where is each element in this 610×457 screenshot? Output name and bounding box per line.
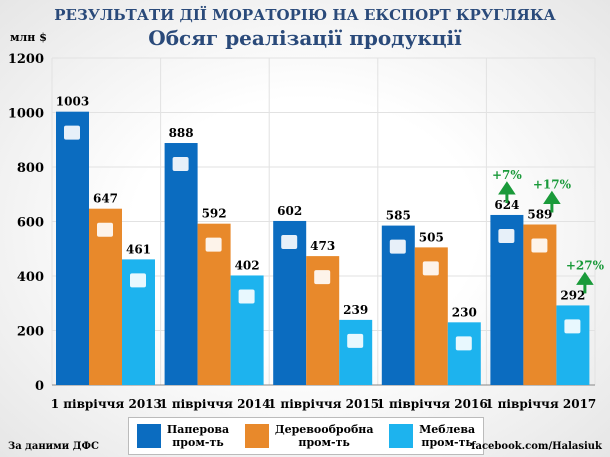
saw-icon — [531, 238, 548, 253]
table-icon — [389, 424, 414, 448]
legend-label: Паперова — [166, 423, 230, 436]
x-tick-label: 1 півріччя 2016 — [377, 397, 488, 411]
y-axis-label: млн $ — [10, 31, 47, 44]
chart-subtitle: Обсяг реалізації продукції — [148, 26, 462, 50]
up-arrow-icon — [498, 181, 516, 203]
book-icon — [172, 157, 189, 172]
table-icon — [238, 289, 255, 304]
bar — [164, 143, 198, 385]
table-icon — [564, 319, 581, 334]
data-label: 602 — [277, 204, 302, 218]
data-label: 402 — [235, 258, 260, 272]
data-label: 239 — [343, 303, 368, 317]
bar — [339, 319, 373, 385]
table-icon — [455, 336, 472, 351]
chart-title: РЕЗУЛЬТАТИ ДІЇ МОРАТОРІЮ НА ЕКСПОРТ КРУГ… — [54, 6, 556, 24]
x-tick-label: 1 півріччя 2014 — [159, 397, 270, 411]
book-icon — [64, 125, 80, 140]
y-tick-label: 1000 — [8, 107, 44, 122]
data-label: 888 — [169, 126, 194, 140]
book-icon — [498, 228, 515, 243]
source-note: За даними ДФС — [8, 441, 99, 452]
x-tick-label: 1 півріччя 2017 — [485, 397, 596, 411]
data-label: 292 — [560, 288, 585, 302]
bar — [447, 322, 481, 385]
bar — [490, 214, 524, 385]
growth-label: +17% — [533, 177, 572, 191]
bar — [56, 111, 89, 386]
y-tick-label: 800 — [17, 161, 44, 176]
legend-item-paper: Паперова пром-ть — [136, 423, 230, 449]
legend-label: пром-ть — [421, 436, 473, 449]
table-icon — [347, 333, 364, 348]
data-label: 624 — [494, 198, 519, 212]
growth-label: +7% — [492, 168, 522, 182]
saw-icon — [422, 261, 439, 276]
legend-label: пром-ть — [298, 436, 350, 449]
data-label: 1003 — [56, 95, 89, 109]
saw-icon — [97, 222, 113, 237]
legend: Паперова пром-ть Деревообробна пром-ть Меб… — [128, 417, 484, 455]
book-icon — [389, 239, 406, 254]
legend-label: пром-ть — [172, 436, 224, 449]
bar — [556, 305, 590, 385]
data-label: 585 — [386, 209, 411, 223]
book-icon — [136, 424, 161, 448]
legend-label: Меблева — [419, 423, 476, 436]
book-icon — [281, 234, 298, 249]
data-label: 592 — [202, 207, 227, 221]
legend-item-furniture: Меблева пром-ть — [389, 423, 475, 449]
data-label: 505 — [419, 230, 444, 244]
data-label: 473 — [310, 239, 335, 253]
data-label: 230 — [452, 305, 477, 319]
bar — [89, 208, 122, 385]
data-label: 589 — [527, 207, 552, 221]
table-icon — [130, 273, 146, 288]
y-tick-label: 400 — [17, 270, 44, 285]
saw-icon — [205, 237, 222, 252]
y-tick-label: 600 — [17, 216, 44, 231]
facebook-link[interactable]: facebook.com/Halasiuk — [471, 441, 602, 452]
legend-label: Деревообробна — [274, 423, 374, 436]
up-arrow-icon — [543, 190, 561, 213]
y-tick-label: 200 — [17, 325, 44, 340]
growth-label: +27% — [566, 258, 605, 272]
saw-icon — [314, 270, 331, 285]
data-label: 647 — [93, 192, 118, 206]
x-tick-label: 1 півріччя 2015 — [268, 397, 379, 411]
up-arrow-icon — [576, 271, 594, 294]
x-tick-label: 1 півріччя 2013 — [51, 397, 162, 411]
y-tick-label: 1200 — [8, 52, 44, 67]
saw-icon — [244, 424, 269, 448]
legend-item-wood: Деревообробна пром-ть — [244, 423, 374, 449]
data-label: 461 — [126, 242, 151, 256]
y-tick-label: 0 — [35, 379, 44, 394]
